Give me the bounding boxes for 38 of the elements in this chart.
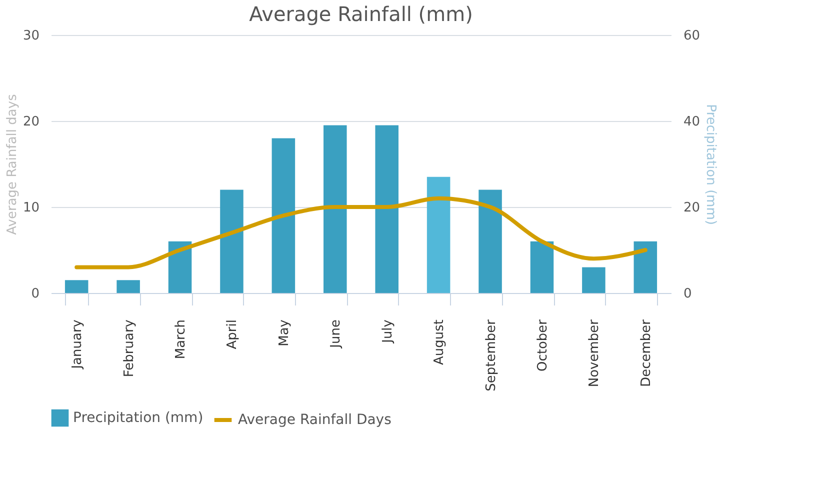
bar: [426, 176, 450, 293]
y2-axis-title: Precipitation (mm): [703, 104, 718, 225]
bar: [530, 241, 554, 293]
y2-tick-label: 20: [684, 200, 700, 216]
bar: [634, 241, 658, 293]
chart-title: Average Rainfall (mm): [249, 2, 473, 26]
bar: [272, 138, 296, 293]
x-tick-label: May: [276, 319, 292, 346]
x-tick-label: September: [484, 318, 499, 392]
x-tick-label: March: [174, 320, 189, 360]
y-tick-label: 30: [22, 28, 40, 44]
x-tick-label: July: [380, 319, 396, 344]
y-tick-label: 0: [31, 286, 40, 302]
legend-label: Average Rainfall Days: [238, 412, 392, 428]
y2-tick-label: 60: [684, 28, 700, 44]
x-tick-label: December: [638, 318, 654, 387]
y2-tick-label: 0: [684, 286, 692, 302]
x-tick-label: January: [70, 319, 86, 370]
x-tick-label: August: [432, 320, 448, 365]
bar: [582, 267, 606, 293]
y-axis-title: Average Rainfall days: [4, 94, 20, 235]
bar: [324, 125, 347, 293]
y-tick-label: 10: [22, 200, 40, 216]
bar: [116, 280, 140, 293]
bar: [375, 125, 398, 293]
line-series: [74, 196, 648, 270]
x-tick-label: April: [225, 320, 240, 350]
bar: [168, 241, 192, 293]
x-tick-label: June: [328, 320, 344, 349]
x-tick-label: February: [122, 319, 137, 378]
legend-label: Precipitation (mm): [73, 410, 204, 426]
y-tick-label: 20: [22, 114, 40, 130]
y2-tick-label: 40: [684, 114, 700, 130]
bar: [220, 190, 244, 293]
bar: [478, 190, 502, 293]
x-tick-label: November: [587, 318, 602, 388]
x-tick-label: October: [535, 318, 550, 372]
bar: [64, 280, 88, 293]
